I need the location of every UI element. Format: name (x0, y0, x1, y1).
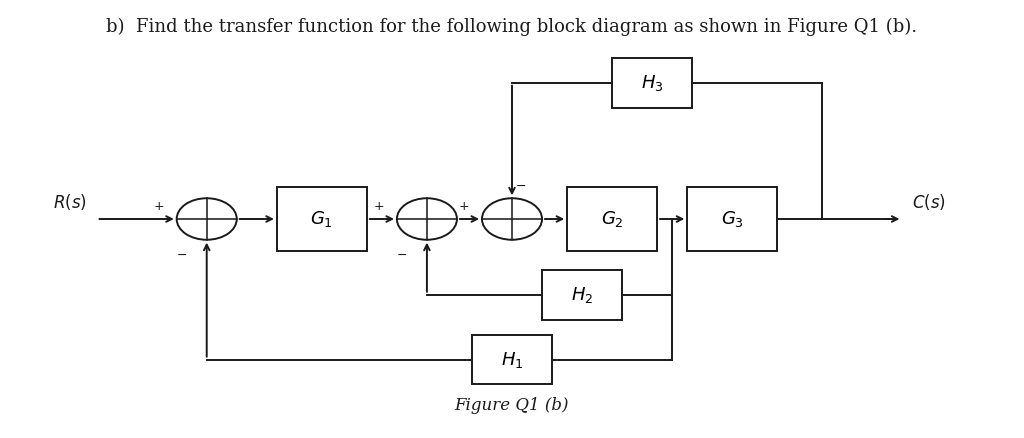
Text: $+$: $+$ (153, 200, 164, 212)
Text: $-$: $-$ (396, 248, 408, 261)
Text: $+$: $+$ (459, 200, 470, 212)
Text: $G_3$: $G_3$ (721, 209, 743, 229)
Text: $R(s)$: $R(s)$ (53, 192, 87, 212)
Ellipse shape (177, 198, 237, 240)
Text: $H_3$: $H_3$ (641, 73, 664, 93)
Text: $G_2$: $G_2$ (601, 209, 624, 229)
Ellipse shape (397, 198, 457, 240)
Text: $G_1$: $G_1$ (310, 209, 333, 229)
Text: $-$: $-$ (515, 179, 526, 192)
Text: Figure Q1 (b): Figure Q1 (b) (455, 396, 569, 413)
Ellipse shape (482, 198, 542, 240)
Text: $C(s)$: $C(s)$ (912, 192, 946, 212)
Text: $-$: $-$ (176, 248, 187, 261)
Text: $H_2$: $H_2$ (571, 285, 593, 305)
Bar (472, 335, 552, 385)
Text: b)  Find the transfer function for the following block diagram as shown in Figur: b) Find the transfer function for the fo… (106, 18, 918, 36)
Text: $+$: $+$ (374, 200, 384, 212)
Bar (276, 187, 367, 251)
Text: $H_1$: $H_1$ (501, 350, 523, 370)
Bar (612, 58, 692, 108)
Bar (687, 187, 777, 251)
Bar (542, 270, 623, 320)
Bar (567, 187, 657, 251)
